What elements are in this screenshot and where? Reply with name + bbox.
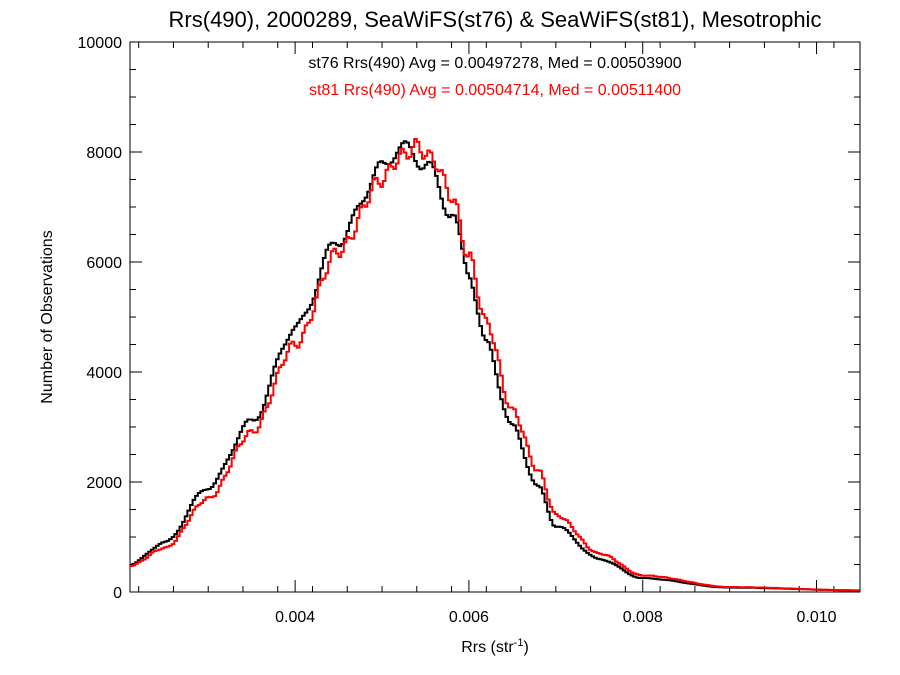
y-tick-label: 0: [113, 585, 122, 602]
annotation-st81: st81 Rrs(490) Avg = 0.00504714, Med = 0.…: [309, 82, 681, 99]
y-axis-label: Number of Observations: [39, 230, 56, 403]
plot-frame: [129, 41, 861, 593]
y-tick-label: 2000: [86, 475, 122, 492]
y-tick-label: 8000: [86, 145, 122, 162]
y-tick-label: 10000: [78, 35, 123, 52]
axis-ticks: 0 2000 4000 6000 8000 10000 0.004 0.006 0.008 0.0…: [78, 35, 860, 626]
x-axis-label: Rrs (str-1): [461, 637, 529, 656]
chart-title: Rrs(490), 2000289, SeaWiFS(st76) & SeaWi…: [169, 7, 822, 32]
x-axis-label-sup: -1: [514, 637, 524, 649]
x-axis-label-main: Rrs (str: [461, 639, 514, 656]
y-tick-label: 4000: [86, 365, 122, 382]
x-tick-label: 0.006: [449, 609, 489, 626]
x-tick-label: 0.008: [623, 609, 663, 626]
annotation-st76: st76 Rrs(490) Avg = 0.00497278, Med = 0.…: [308, 55, 681, 72]
x-tick-label: 0.010: [797, 609, 837, 626]
y-tick-label: 6000: [86, 255, 122, 272]
x-tick-label: 0.004: [275, 609, 315, 626]
series-line-0: [130, 140, 860, 592]
series-layer: [130, 137, 860, 592]
series-line-1: [130, 137, 860, 592]
x-axis-label-end: ): [523, 639, 528, 656]
plot-border: [129, 41, 861, 593]
